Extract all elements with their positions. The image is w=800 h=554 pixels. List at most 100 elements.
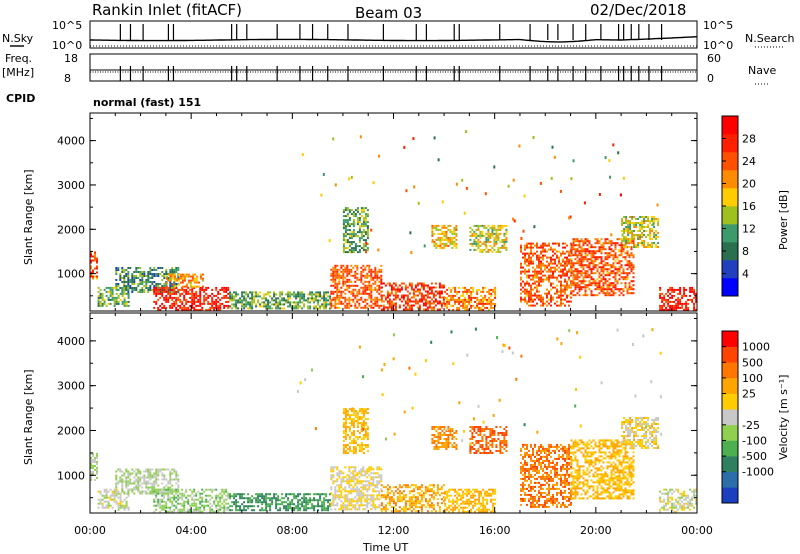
heat-cell	[305, 503, 308, 506]
heat-cell	[570, 244, 573, 247]
heat-cell	[641, 244, 644, 246]
heat-cell	[448, 294, 451, 297]
heat-cell	[289, 305, 292, 308]
heat-cell	[96, 462, 98, 465]
heat-cell	[394, 294, 397, 297]
heat-cell	[623, 228, 626, 230]
heat-cell	[195, 275, 198, 278]
heat-cell	[334, 270, 337, 273]
heat-cell	[225, 294, 228, 297]
heat-cell	[645, 236, 648, 238]
heat-cell	[119, 476, 122, 479]
heat-cell	[121, 289, 124, 291]
heat-cell	[491, 234, 494, 237]
heat-cell	[119, 504, 122, 507]
heat-cell	[574, 294, 577, 297]
heat-cell	[103, 298, 106, 301]
heat-cell	[360, 270, 363, 273]
heat-cell	[446, 288, 449, 291]
freq-label: Freq.	[5, 52, 32, 65]
heat-cell	[153, 480, 156, 483]
heat-cell	[376, 472, 379, 475]
heat-cell	[657, 218, 660, 220]
heat-cell	[303, 497, 306, 500]
heat-cell	[570, 268, 573, 271]
heat-cell	[631, 234, 634, 236]
heat-cell	[233, 305, 236, 308]
heat-cell	[117, 296, 120, 299]
heat-cell	[125, 502, 128, 505]
heat-cell	[157, 267, 160, 269]
heat-cell	[544, 254, 546, 257]
heat-cell	[413, 185, 416, 189]
heat-cell	[455, 246, 458, 249]
heat-cell	[346, 474, 349, 477]
heat-cell	[606, 284, 609, 287]
heat-cell	[90, 460, 92, 463]
heat-cell	[362, 306, 365, 309]
heat-cell	[334, 266, 337, 269]
heat-cell	[265, 507, 268, 510]
heat-cell	[618, 288, 621, 291]
heat-cell	[380, 474, 383, 477]
heat-cell	[469, 230, 472, 233]
heat-cell	[590, 250, 593, 253]
heat-cell	[303, 299, 306, 302]
heat-cell	[476, 290, 479, 293]
heat-cell	[366, 506, 369, 509]
heat-cell	[165, 504, 168, 507]
heat-cell	[512, 178, 515, 182]
heat-cell	[524, 298, 526, 301]
heat-cell	[497, 224, 500, 227]
heat-cell	[440, 304, 443, 307]
heat-cell	[558, 296, 560, 299]
heat-cell	[253, 295, 256, 298]
heat-cell	[570, 242, 572, 245]
heat-cell	[588, 242, 591, 245]
heat-cell	[538, 282, 540, 285]
heat-cell	[179, 508, 182, 511]
heat-cell	[159, 304, 162, 307]
heat-cell	[627, 222, 630, 224]
heat-cell	[181, 279, 184, 282]
heat-cell	[473, 224, 476, 227]
heat-cell	[161, 267, 164, 269]
heat-cell	[540, 278, 542, 281]
heat-cell	[691, 298, 694, 301]
heat-cell	[183, 277, 186, 280]
heat-cell	[602, 286, 605, 289]
heat-cell	[528, 262, 530, 265]
heat-cell	[645, 216, 648, 218]
heat-cell	[623, 238, 626, 240]
heat-cell	[352, 474, 355, 477]
heat-cell	[309, 291, 312, 294]
heat-cell	[564, 246, 566, 249]
heat-cell	[301, 307, 304, 310]
heat-cell	[366, 209, 369, 212]
heat-cell	[336, 302, 339, 305]
heat-cell	[534, 294, 536, 297]
heat-cell	[163, 304, 166, 307]
heat-cell	[464, 296, 467, 299]
heat-cell	[523, 194, 526, 198]
heat-cell	[287, 499, 290, 502]
heat-cell	[329, 505, 332, 508]
heat-cell	[394, 304, 397, 307]
heat-cell	[265, 303, 268, 306]
heat-cell	[346, 233, 349, 236]
heat-cell	[386, 302, 389, 305]
heat-cell	[125, 275, 128, 277]
heat-cell	[402, 282, 405, 285]
heat-cell	[374, 298, 377, 301]
heat-cell	[616, 256, 619, 259]
heat-cell	[477, 226, 480, 229]
heat-cell	[372, 506, 375, 509]
heat-cell	[338, 278, 341, 281]
heat-cell	[604, 292, 607, 295]
heat-cell	[139, 480, 142, 483]
heat-cell	[191, 306, 194, 309]
heat-cell	[215, 294, 218, 297]
heat-cell	[249, 305, 252, 308]
heat-cell	[344, 221, 347, 224]
heat-cell	[491, 232, 494, 235]
